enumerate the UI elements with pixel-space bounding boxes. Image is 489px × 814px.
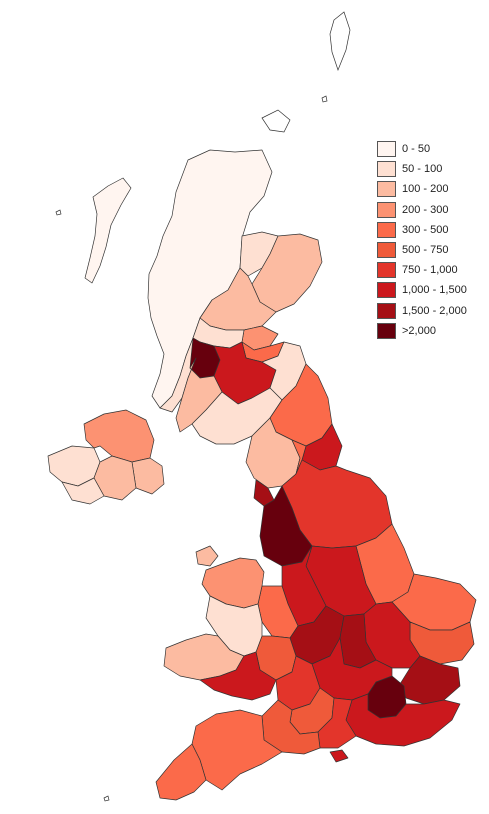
legend-label: 750 - 1,000 (402, 264, 458, 277)
island-scilly (103, 795, 110, 802)
legend-swatch (377, 322, 396, 339)
legend-label: 50 - 100 (402, 163, 443, 176)
legend-label: 0 - 50 (402, 143, 431, 156)
region-isle-of-wight[interactable] (329, 749, 349, 763)
region-north-wales[interactable] (201, 557, 265, 609)
legend-item: 50 - 100 (377, 159, 467, 179)
legend-item: 200 - 300 (377, 200, 467, 220)
legend-item: >2,000 (377, 321, 467, 341)
region-hampshire[interactable] (317, 697, 357, 749)
legend-swatch (377, 141, 396, 158)
legend-item: 100 - 200 (377, 179, 467, 199)
legend-swatch (377, 242, 396, 259)
legend-swatch (377, 282, 396, 299)
legend-label: 1,000 - 1,500 (402, 284, 467, 297)
legend-label: 500 - 750 (402, 244, 449, 257)
region-ni-east[interactable] (131, 457, 165, 495)
region-ni-south-west[interactable] (61, 477, 105, 505)
legend-label: 300 - 500 (402, 223, 449, 236)
legend-item: 1,000 - 1,500 (377, 280, 467, 300)
region-ayrshire[interactable] (175, 357, 223, 433)
region-cornwall[interactable] (155, 743, 207, 801)
region-outer-hebrides[interactable] (84, 177, 132, 284)
legend: 0 - 50 50 - 100 100 - 200 200 - 300 300 - 50… (377, 139, 467, 341)
legend-item: 0 - 50 (377, 139, 467, 159)
region-south-wales[interactable] (199, 651, 277, 701)
island-fair-isle (321, 95, 328, 103)
legend-label: 100 - 200 (402, 183, 449, 196)
legend-swatch (377, 302, 396, 319)
region-anglesey[interactable] (195, 545, 219, 567)
legend-item: 500 - 750 (377, 240, 467, 260)
legend-item: 300 - 500 (377, 220, 467, 240)
legend-item: 1,500 - 2,000 (377, 301, 467, 321)
island-orkney (261, 109, 291, 133)
legend-label: 1,500 - 2,000 (402, 304, 467, 317)
region-aberdeenshire[interactable] (251, 233, 323, 313)
island-shetland (329, 11, 351, 72)
island-st-kilda (55, 209, 62, 216)
legend-label: 200 - 300 (402, 203, 449, 216)
legend-swatch (377, 161, 396, 178)
legend-swatch (377, 181, 396, 198)
legend-swatch (377, 221, 396, 238)
legend-swatch (377, 201, 396, 218)
region-surrey-sussex[interactable] (345, 693, 461, 747)
region-mid-wales[interactable] (205, 595, 263, 657)
legend-item: 750 - 1,000 (377, 260, 467, 280)
legend-swatch (377, 262, 396, 279)
legend-label: >2,000 (402, 324, 436, 337)
